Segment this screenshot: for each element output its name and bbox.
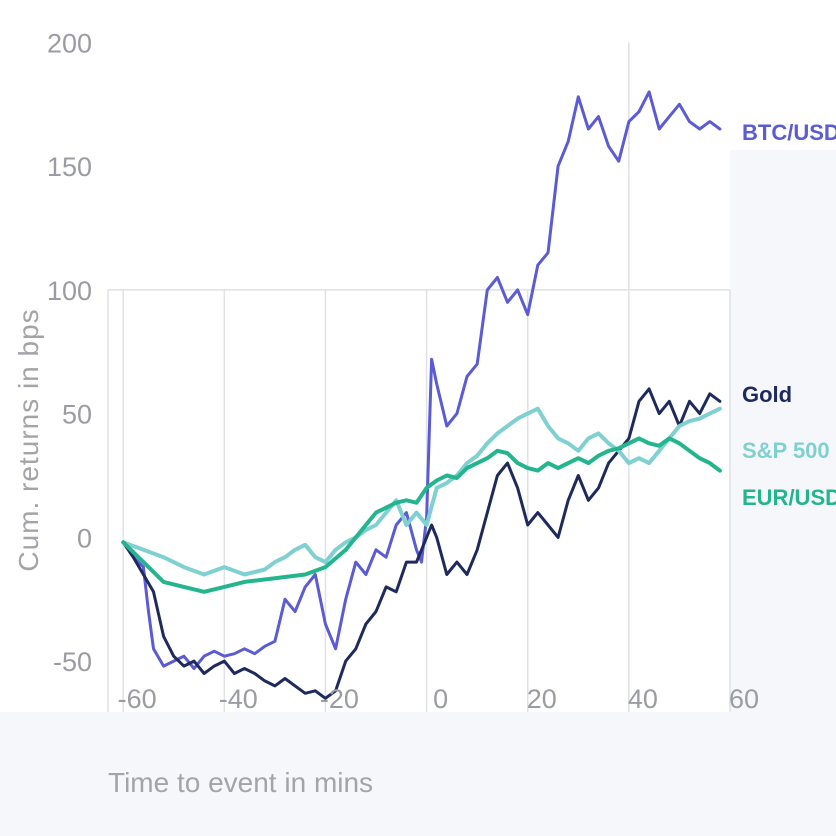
x-axis-panel	[0, 712, 836, 836]
x-axis-ticks: -60 -40 -20 0 20 40 60	[118, 684, 759, 714]
x-tick-label: 0	[433, 684, 448, 714]
y-tick-label: 100	[47, 276, 92, 306]
series-label: S&P 500	[742, 438, 830, 463]
y-tick-label: 150	[47, 152, 92, 182]
y-axis-ticks: 200 150 100 50 0 -50	[47, 28, 92, 677]
series-label: Gold	[742, 382, 792, 407]
series-label: BTC/USD	[742, 120, 836, 145]
series-label: EUR/USD	[742, 485, 836, 510]
series-line-btc-usd	[121, 90, 722, 670]
x-tick-label: 60	[729, 684, 759, 714]
y-tick-label: 0	[77, 523, 92, 553]
x-axis-title: Time to event in mins	[108, 767, 373, 798]
x-tick-label: 40	[628, 684, 658, 714]
y-tick-label: -50	[53, 647, 92, 677]
series-lines	[121, 90, 722, 700]
grid-lines	[0, 42, 836, 836]
series-line-eur-usd	[121, 436, 722, 594]
x-tick-label: 20	[527, 684, 557, 714]
y-axis-title: Cum. returns in bps	[13, 308, 44, 571]
right-panel	[730, 150, 836, 836]
x-tick-label: -60	[118, 684, 157, 714]
x-tick-label: -20	[320, 684, 359, 714]
y-tick-label: 200	[47, 28, 92, 58]
y-tick-label: 50	[62, 400, 92, 430]
series-labels: BTC/USD Gold S&P 500 EUR/USD	[742, 120, 836, 510]
x-tick-label: -40	[219, 684, 258, 714]
